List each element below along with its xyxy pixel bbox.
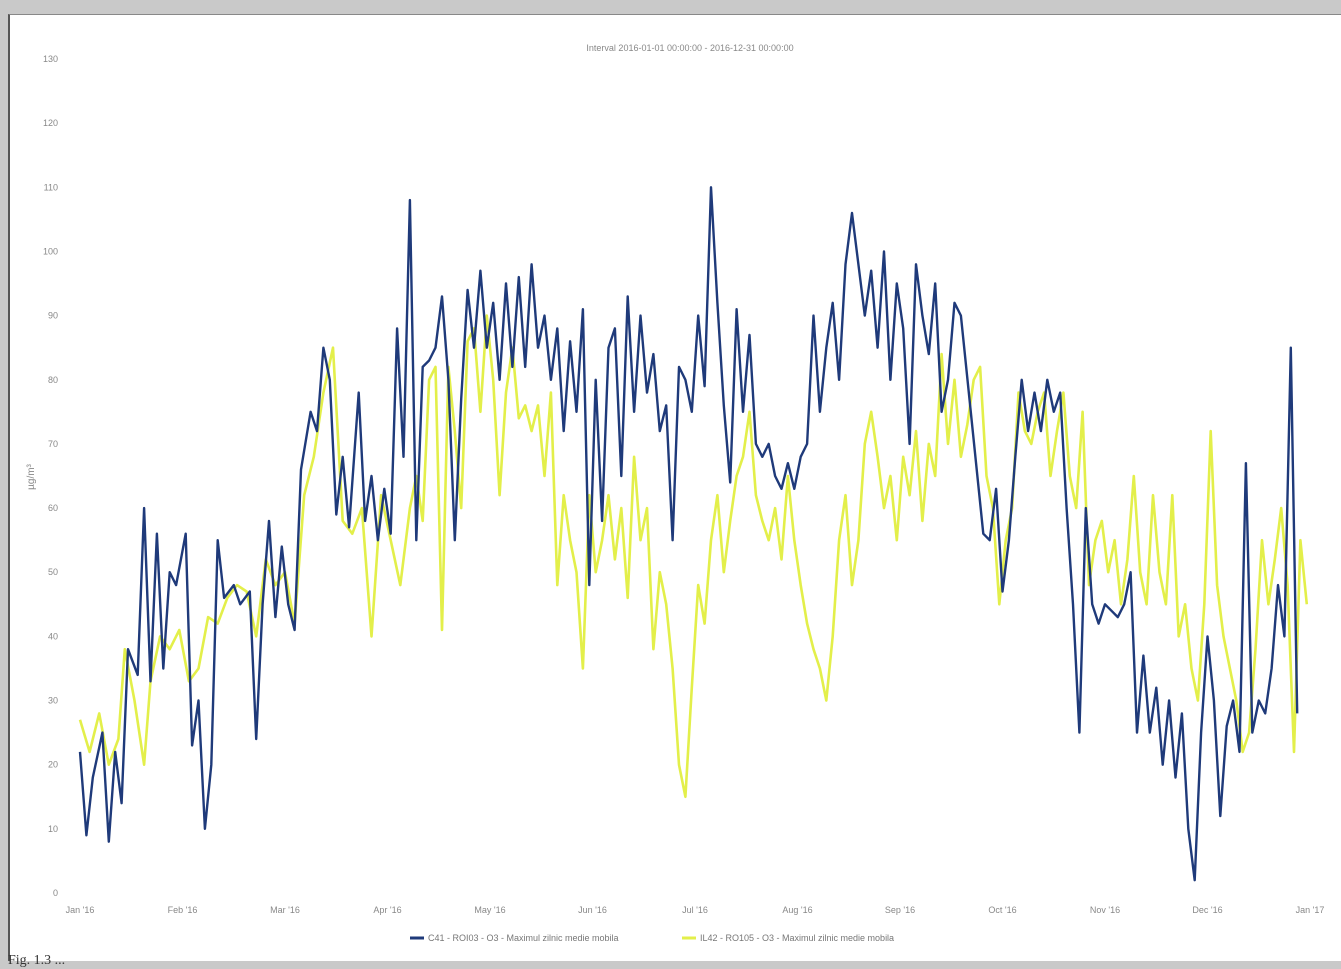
x-tick-label: Dec '16 — [1192, 905, 1222, 915]
x-tick-label: Sep '16 — [885, 905, 915, 915]
y-tick-label: 0 — [53, 888, 58, 898]
x-tick-label: Jun '16 — [578, 905, 607, 915]
x-tick-label: Jul '16 — [682, 905, 708, 915]
x-tick-label: Apr '16 — [373, 905, 401, 915]
legend-label[interactable]: IL42 - RO105 - O3 - Maximul zilnic medie… — [700, 933, 894, 943]
y-tick-label: 20 — [48, 760, 58, 770]
y-tick-label: 10 — [48, 824, 58, 834]
x-axis: Jan '16 Feb '16 Mar '16 Apr '16 May '16 Jun '… — [66, 905, 1325, 915]
y-tick-label: 110 — [44, 182, 58, 192]
y-tick-label: 80 — [48, 375, 58, 385]
series-layer — [78, 186, 1309, 882]
chart-page: Interval 2016-01-01 00:00:00 - 2016-12-3… — [8, 14, 1341, 961]
y-tick-label: 100 — [43, 246, 58, 256]
y-tick-label: 120 — [43, 118, 58, 128]
line-chart: Interval 2016-01-01 00:00:00 - 2016-12-3… — [26, 43, 1325, 943]
figure-caption: Fig. 1.3 ... — [8, 953, 66, 968]
x-tick-label: Jan '17 — [1296, 905, 1325, 915]
x-tick-label: Nov '16 — [1090, 905, 1120, 915]
series-line-1 — [78, 186, 1299, 882]
y-tick-label: 130 — [43, 54, 58, 64]
x-tick-label: Aug '16 — [782, 905, 812, 915]
y-tick-label: 50 — [48, 567, 58, 577]
y-tick-label: 40 — [48, 631, 58, 641]
legend: C41 - ROI03 - O3 - Maximul zilnic medie … — [410, 933, 894, 943]
y-tick-label: 70 — [48, 439, 58, 449]
y-tick-label: 90 — [48, 311, 58, 321]
y-axis: 0 10 20 30 40 50 60 70 80 90 100 110 120 130 — [43, 54, 58, 898]
x-tick-label: Oct '16 — [988, 905, 1016, 915]
legend-label[interactable]: C41 - ROI03 - O3 - Maximul zilnic medie … — [428, 933, 619, 943]
series-line-2 — [78, 314, 1309, 799]
chart-title: Interval 2016-01-01 00:00:00 - 2016-12-3… — [586, 43, 793, 53]
x-tick-label: Mar '16 — [270, 905, 300, 915]
x-tick-label: Feb '16 — [168, 905, 198, 915]
x-tick-label: Jan '16 — [66, 905, 95, 915]
y-tick-label: 30 — [48, 696, 58, 706]
y-tick-label: 60 — [48, 503, 58, 513]
x-tick-label: May '16 — [474, 905, 505, 915]
y-axis-title: µg/m³ — [26, 463, 37, 489]
